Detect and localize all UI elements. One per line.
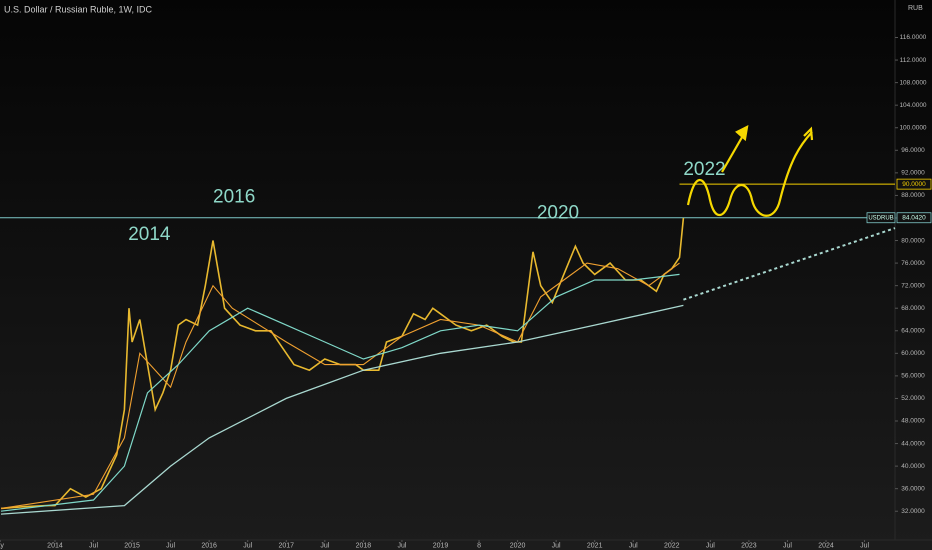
level-label: 84.0420 <box>902 214 926 221</box>
x-tick-label: 2024 <box>818 542 834 549</box>
x-tick-label: Jul <box>166 542 175 549</box>
x-tick-label: 2021 <box>587 542 603 549</box>
series-line <box>683 227 896 301</box>
level-tag <box>896 178 932 190</box>
y-tick-label: 88.0000 <box>901 192 925 199</box>
x-tick-label: Jul <box>552 542 561 549</box>
x-tick-label: 2015 <box>124 542 140 549</box>
y-tick-label: 56.0000 <box>901 373 925 380</box>
arrow-head <box>735 125 749 142</box>
x-tick-label: ay <box>0 542 4 549</box>
x-tick-label: Jul <box>320 542 329 549</box>
series-line <box>0 273 680 512</box>
wave <box>686 131 813 217</box>
drawing <box>686 125 814 217</box>
currency-label: RUB <box>908 5 923 12</box>
arrow <box>721 131 746 173</box>
y-tick-label: 80.0000 <box>901 237 925 244</box>
x-tick-label: Jul <box>783 542 792 549</box>
level-name: USDRUB <box>868 215 893 221</box>
y-tick-label: 40.0000 <box>901 463 925 470</box>
y-tick-label: 92.0000 <box>901 170 925 177</box>
x-tick-label: Jul <box>629 542 638 549</box>
y-tick-label: 76.0000 <box>901 260 925 267</box>
series-line <box>0 262 680 509</box>
x-tick-label: 2018 <box>356 542 372 549</box>
x-tick-label: Jul <box>89 542 98 549</box>
level-tag <box>896 212 932 224</box>
y-tick-label: 100.0000 <box>899 124 926 131</box>
arrow-head <box>803 126 814 141</box>
y-tick-label: 64.0000 <box>901 327 925 334</box>
x-tick-label: 2022 <box>664 542 680 549</box>
y-tick-label: 32.0000 <box>901 508 925 515</box>
y-tick-label: 36.0000 <box>901 485 925 492</box>
x-tick-label: Jul <box>397 542 406 549</box>
y-tick-label: 116.0000 <box>900 34 927 41</box>
y-tick-label: 112.0000 <box>900 57 927 64</box>
annotation: 2014 <box>128 224 171 245</box>
x-tick-label: 2020 <box>510 542 526 549</box>
series-line <box>0 304 684 515</box>
y-tick-label: 68.0000 <box>901 305 925 312</box>
level-label: 90.0000 <box>902 181 926 188</box>
x-tick-label: Jul <box>243 542 252 549</box>
plot-area: 2014 2016 2020 2022 <box>0 159 896 515</box>
x-tick-label: 2016 <box>201 542 217 549</box>
y-tick-label: 44.0000 <box>901 440 925 447</box>
y-tick-label: 60.0000 <box>901 350 925 357</box>
level-name-tag <box>866 212 896 224</box>
x-tick-label: 2014 <box>47 542 63 549</box>
y-tick-label: 104.0000 <box>899 102 926 109</box>
x-tick-label: 2019 <box>433 542 449 549</box>
x-tick-label: Jul <box>706 542 715 549</box>
y-tick-label: 96.0000 <box>901 147 925 154</box>
annotation: 2020 <box>537 202 579 223</box>
y-tick-label: 48.0000 <box>901 418 925 425</box>
x-tick-label: 2023 <box>741 542 757 549</box>
chart-title: U.S. Dollar / Russian Ruble, 1W, IDC <box>4 4 153 14</box>
annotation: 2016 <box>213 187 255 208</box>
x-tick-label: 2017 <box>278 542 294 549</box>
x-tick-label: 8 <box>477 542 481 549</box>
y-tick-label: 52.0000 <box>901 395 925 402</box>
x-tick-label: Jul <box>860 542 869 549</box>
y-tick-label: 108.0000 <box>899 79 926 86</box>
y-tick-label: 72.0000 <box>901 282 925 289</box>
annotation: 2022 <box>683 159 725 180</box>
